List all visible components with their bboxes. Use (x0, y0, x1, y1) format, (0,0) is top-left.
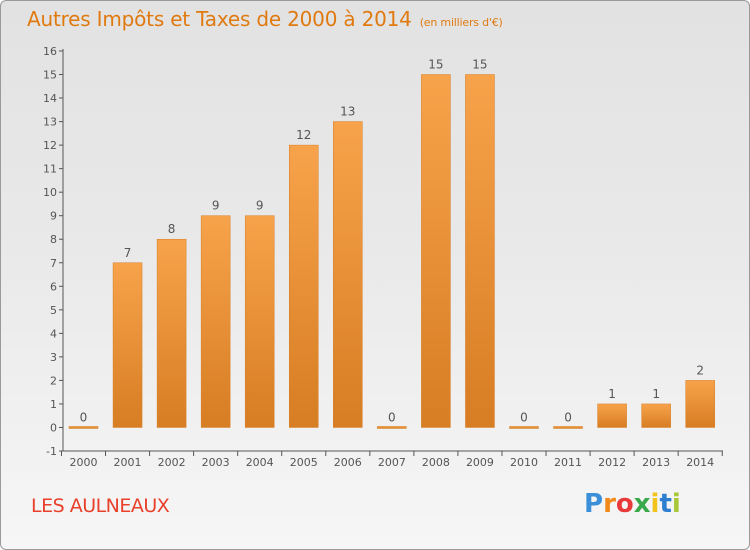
bar-2011 (553, 426, 583, 429)
bar-series (68, 74, 715, 429)
bar-2005 (289, 144, 319, 428)
data-label: 9 (256, 199, 264, 213)
x-tick-label: 2013 (642, 456, 670, 469)
y-tick-label: 9 (50, 210, 57, 223)
x-tick-label: 2009 (466, 456, 494, 469)
bar-2001 (112, 262, 143, 428)
y-tick-label: 4 (50, 327, 57, 340)
data-label: 13 (340, 105, 355, 119)
x-tick-label: 2005 (290, 456, 318, 469)
bar-2004 (244, 215, 275, 428)
y-tick-label: 16 (43, 45, 57, 58)
y-tick-label: 13 (43, 116, 57, 129)
y-tick-label: 15 (43, 69, 57, 82)
data-label: 0 (520, 410, 528, 424)
bar-2006 (333, 121, 363, 428)
chart-title: Autres Impôts et Taxes de 2000 à 2014 (en… (27, 7, 503, 31)
chart-title-text: Autres Impôts et Taxes de 2000 à 2014 (27, 7, 412, 31)
data-label: 7 (124, 246, 132, 260)
data-label: 9 (212, 199, 220, 213)
chart-labels: 2000020017200282003920049200512200613200… (70, 58, 715, 469)
y-tick-label: 0 (50, 421, 57, 434)
logo-letter: r (603, 489, 616, 519)
x-tick-label: 2002 (158, 456, 186, 469)
y-tick-label: 7 (50, 257, 57, 270)
x-tick-label: 2000 (70, 456, 98, 469)
y-tick-label: 14 (43, 92, 57, 105)
bar-2014 (685, 380, 715, 428)
data-label: 15 (428, 58, 443, 72)
logo-letter: P (584, 489, 604, 519)
bar-2002 (156, 238, 187, 428)
data-label: 2 (696, 363, 704, 377)
data-label: 15 (472, 58, 487, 72)
bar-2013 (641, 403, 671, 428)
logo-letter: i (650, 489, 660, 519)
x-tick-label: 2008 (422, 456, 450, 469)
x-tick-label: 2007 (378, 456, 406, 469)
bar-2009 (465, 74, 495, 428)
logo-letter: x (633, 489, 651, 519)
chart-title-unit: (en milliers d'€) (419, 16, 503, 29)
x-tick-label: 2012 (598, 456, 626, 469)
bar-2012 (597, 403, 627, 428)
bar-2007 (377, 426, 407, 429)
bar-2008 (421, 74, 451, 428)
y-tick-label: 8 (50, 233, 57, 246)
logo-letter: t (659, 489, 672, 519)
y-tick-label: 5 (50, 304, 57, 317)
x-tick-label: 2014 (686, 456, 714, 469)
x-tick-label: 2010 (510, 456, 538, 469)
x-tick-label: 2004 (246, 456, 274, 469)
x-tick-label: 2011 (554, 456, 582, 469)
bar-2010 (509, 426, 539, 429)
bar-2000 (68, 426, 99, 429)
data-label: 12 (296, 128, 311, 142)
logo-letter: i (671, 489, 681, 519)
proxiti-logo: Proxiti (584, 489, 681, 519)
data-label: 1 (652, 387, 660, 401)
y-tick-label: 11 (43, 163, 57, 176)
y-tick-label: 3 (50, 351, 57, 364)
commune-name: LES AULNEAUX (31, 495, 170, 517)
y-tick-label: 1 (50, 398, 57, 411)
y-tick-label: -1 (46, 445, 57, 458)
data-label: 0 (564, 410, 572, 424)
x-tick-label: 2006 (334, 456, 362, 469)
y-tick-label: 6 (50, 280, 57, 293)
data-label: 0 (80, 410, 88, 424)
y-tick-label: 12 (43, 139, 57, 152)
logo-letter: o (615, 489, 634, 519)
x-tick-label: 2001 (114, 456, 142, 469)
y-tick-label: 10 (43, 186, 57, 199)
bar-2003 (200, 215, 231, 428)
data-label: 1 (608, 387, 616, 401)
data-label: 8 (168, 222, 176, 236)
x-tick-label: 2003 (202, 456, 230, 469)
data-label: 0 (388, 410, 396, 424)
y-tick-label: 2 (50, 374, 57, 387)
